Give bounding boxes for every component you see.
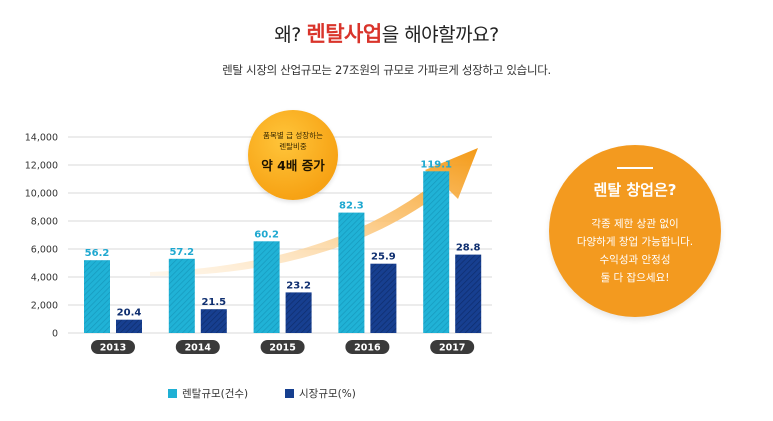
- bar-rental: [338, 212, 365, 333]
- bar-market-label: 25.9: [371, 252, 396, 263]
- legend-swatch-market: [285, 389, 294, 398]
- bar-rental-label: 119.1: [420, 159, 452, 170]
- title-highlight: 렌탈사업: [306, 22, 382, 46]
- y-tick-label: 14,000: [25, 133, 58, 144]
- legend-rental: 렌탈규모(건수): [168, 386, 248, 401]
- bar-market-label: 23.2: [286, 280, 311, 291]
- legend-swatch-rental: [168, 389, 177, 398]
- y-tick-label: 10,000: [25, 189, 58, 200]
- badge-line1: 품목별 급 성장하는: [263, 131, 323, 140]
- legend-rental-label: 렌탈규모(건수): [182, 388, 249, 400]
- cta-line: 둘 다 잡으세요!: [600, 272, 670, 284]
- bar-rental-label: 57.2: [169, 247, 194, 258]
- y-tick-label: 0: [52, 329, 58, 340]
- badge-line2: 렌탈비중: [279, 142, 307, 151]
- bar-rental: [84, 260, 110, 333]
- y-axis: 0 2,000 4,000 6,000 8,000 10,000 12,000 14,000: [25, 133, 58, 340]
- badge-highlight: 약 4배 증가: [261, 158, 325, 173]
- cta-line: 각종 제한 상관 없이: [591, 218, 679, 230]
- x-tick-label: 2016: [354, 343, 381, 354]
- title-prefix: 왜?: [274, 24, 307, 46]
- x-tick-label: 2014: [185, 343, 212, 354]
- year-pill: [260, 340, 305, 354]
- bar-market-label: 21.5: [201, 297, 226, 308]
- bar-rental: [423, 171, 450, 333]
- year-pill: [430, 340, 475, 354]
- year-pill: [175, 340, 220, 354]
- bar-market: [370, 263, 397, 333]
- y-tick-label: 4,000: [31, 273, 58, 284]
- bar-market-label: 20.4: [117, 308, 142, 319]
- x-tick-label: 2013: [100, 343, 126, 354]
- chart-bars: 56.2 20.4 57.2 21.5 60.2 23.2 82.3 25.9 119.1 28.…: [84, 159, 482, 333]
- bar-rental: [168, 258, 195, 333]
- cta-divider: [617, 167, 653, 169]
- cta-line: 수익성과 안정성: [599, 254, 671, 266]
- bar-market-label: 28.8: [456, 243, 481, 254]
- bar-rental-label: 60.2: [254, 229, 279, 240]
- legend-market-label: 시장규모(%): [299, 388, 356, 400]
- y-tick-label: 8,000: [31, 217, 58, 228]
- bar-rental-label: 82.3: [339, 201, 364, 212]
- bar-rental: [253, 241, 280, 333]
- cta-body: 각종 제한 상관 없이 다양하게 창업 가능합니다. 수익성과 안정성 둘 다 …: [549, 215, 721, 287]
- growth-arrow: [150, 148, 478, 276]
- page-title: 왜? 렌탈사업을 해야할까요?: [0, 18, 773, 48]
- x-tick-label: 2015: [269, 343, 295, 354]
- growth-badge: 품목별 급 성장하는 렌탈비중 약 4배 증가: [248, 110, 338, 200]
- year-pill: [345, 340, 390, 354]
- rental-startup-circle: 렌탈 창업은? 각종 제한 상관 없이 다양하게 창업 가능합니다. 수익성과 …: [549, 145, 721, 317]
- y-tick-label: 2,000: [31, 301, 58, 312]
- title-suffix: 을 해야할까요?: [381, 24, 500, 46]
- bar-rental-label: 56.2: [85, 248, 110, 259]
- bar-market: [455, 254, 482, 333]
- bar-market: [116, 319, 142, 333]
- legend-market: 시장규모(%): [285, 386, 356, 401]
- bar-market: [285, 292, 312, 333]
- cta-line: 다양하게 창업 가능합니다.: [576, 236, 694, 248]
- page-subtitle: 렌탈 시장의 산업규모는 27조원의 규모로 가파르게 성장하고 있습니다.: [222, 63, 551, 77]
- cta-heading: 렌탈 창업은?: [593, 181, 677, 199]
- x-axis: 2013 2014 2015 2016 2017: [91, 340, 475, 354]
- bar-market: [200, 309, 227, 333]
- y-tick-label: 6,000: [31, 245, 58, 256]
- year-pill: [91, 340, 135, 354]
- y-tick-label: 12,000: [25, 161, 58, 172]
- x-tick-label: 2017: [439, 343, 465, 354]
